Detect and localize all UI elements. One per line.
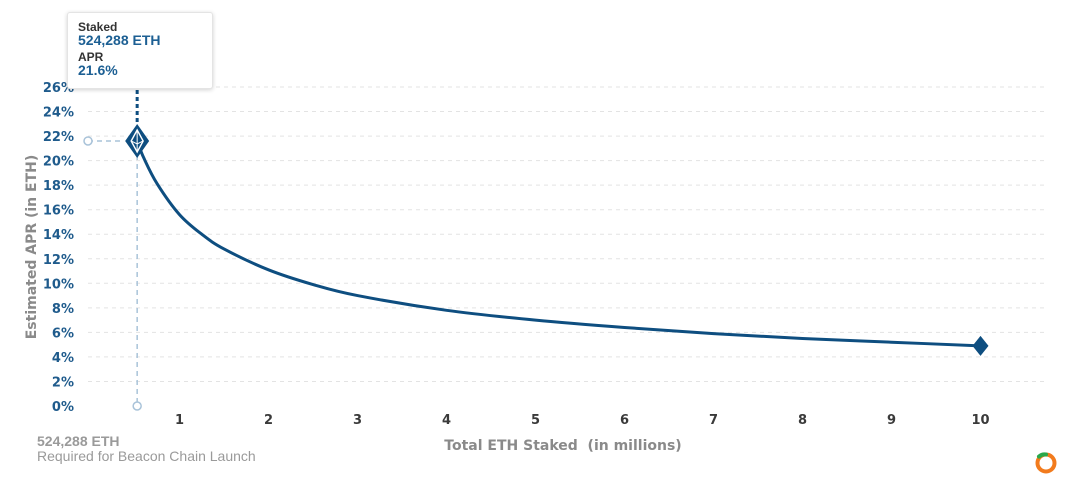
y-tick-label: 26%	[43, 81, 74, 96]
tooltip-apr-value: 21.6%	[78, 62, 118, 78]
y-tick-label: 10%	[43, 277, 74, 292]
y-axis-ticks: 0% 2% 4% 6% 8% 10% 12% 14% 16% 18% 20% 22% 24% 26%	[43, 81, 74, 415]
y-guide-endpoint	[83, 136, 93, 146]
x-tick-label: 7	[709, 413, 718, 428]
x-tick-label: 1	[175, 413, 184, 428]
x-axis-ticks: 1 2 3 4 5 6 7 8 9 10	[175, 413, 990, 428]
y-tick-label: 8%	[52, 302, 74, 317]
grid-lines	[88, 86, 1045, 382]
x-tick-label: 5	[531, 413, 540, 428]
y-tick-label: 0%	[52, 400, 74, 415]
y-tick-label: 12%	[43, 253, 74, 268]
chart-tooltip: Staked 524,288 ETH APR 21.6%	[67, 12, 213, 89]
tooltip-staked-value: 524,288 ETH	[78, 32, 161, 48]
footer-caption: Required for Beacon Chain Launch	[37, 448, 256, 464]
x-tick-label: 3	[353, 413, 362, 428]
ethereum-facet-icon	[130, 129, 144, 152]
tooltip-apr-label: APR	[78, 50, 104, 64]
y-tick-label: 16%	[43, 204, 74, 219]
x-tick-label: 4	[442, 413, 451, 428]
apr-curve	[135, 139, 982, 348]
x-tick-label: 9	[887, 413, 896, 428]
highlight-marker[interactable]	[125, 123, 150, 158]
x-tick-label: 6	[620, 413, 629, 428]
x-tick-label: 8	[798, 413, 807, 428]
footer-value: 524,288 ETH	[37, 433, 120, 449]
y-tick-label: 22%	[43, 130, 74, 145]
footer-note: 524,288 ETH Required for Beacon Chain La…	[37, 434, 256, 464]
x-tick-label: 2	[264, 413, 273, 428]
x-guide-endpoint	[132, 401, 142, 411]
y-tick-label: 14%	[43, 228, 74, 243]
ring-logo-icon[interactable]	[1034, 451, 1058, 475]
end-marker[interactable]	[972, 335, 989, 356]
y-tick-label: 2%	[52, 375, 74, 390]
y-axis-title: Estimated APR (in ETH)	[24, 155, 40, 340]
y-tick-label: 20%	[43, 155, 74, 170]
x-tick-label: 10	[971, 413, 989, 428]
y-tick-label: 24%	[43, 106, 74, 121]
y-tick-label: 6%	[52, 326, 74, 341]
tooltip-staked-label: Staked	[78, 20, 118, 34]
ethereum-inner-icon	[130, 128, 144, 154]
diamond-icon[interactable]	[972, 335, 989, 356]
y-tick-label: 18%	[43, 179, 74, 194]
x-axis-title: Total ETH Staked (in millions)	[444, 438, 681, 454]
y-tick-label: 4%	[52, 351, 74, 366]
highlight-guides	[83, 90, 142, 411]
